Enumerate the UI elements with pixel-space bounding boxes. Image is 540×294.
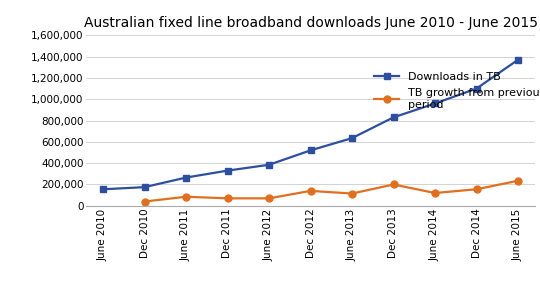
Downloads in TB	[266, 163, 272, 166]
Line: TB growth from previous
period: TB growth from previous period	[141, 177, 522, 205]
Downloads in TB	[141, 186, 148, 189]
Legend: Downloads in TB, TB growth from previous
period: Downloads in TB, TB growth from previous…	[374, 71, 540, 110]
TB growth from previous
period	[432, 191, 438, 195]
Line: Downloads in TB: Downloads in TB	[100, 57, 521, 192]
Downloads in TB	[473, 87, 480, 90]
Title: Australian fixed line broadband downloads June 2010 - June 2015: Australian fixed line broadband download…	[84, 16, 537, 30]
Downloads in TB	[224, 169, 231, 172]
TB growth from previous
period	[183, 195, 189, 198]
TB growth from previous
period	[349, 192, 355, 195]
TB growth from previous
period	[307, 189, 314, 193]
Downloads in TB	[307, 149, 314, 152]
Downloads in TB	[390, 116, 397, 119]
TB growth from previous
period	[224, 197, 231, 200]
TB growth from previous
period	[141, 200, 148, 203]
Downloads in TB	[183, 176, 189, 179]
Downloads in TB	[349, 136, 355, 140]
TB growth from previous
period	[473, 188, 480, 191]
Downloads in TB	[515, 58, 521, 61]
TB growth from previous
period	[390, 183, 397, 186]
TB growth from previous
period	[515, 179, 521, 183]
Downloads in TB	[432, 102, 438, 105]
Downloads in TB	[100, 188, 106, 191]
TB growth from previous
period	[266, 197, 272, 200]
